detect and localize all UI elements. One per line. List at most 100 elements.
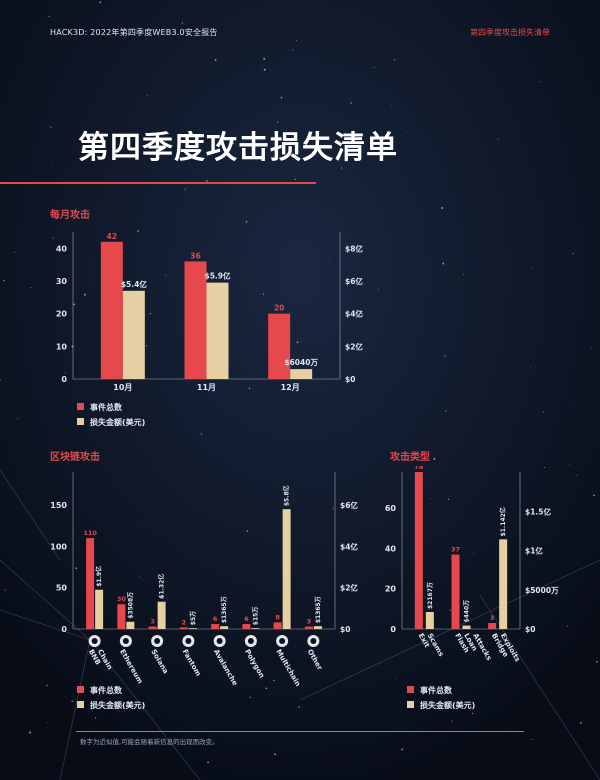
star <box>83 293 86 296</box>
star <box>441 207 444 209</box>
loss-bar <box>462 625 471 629</box>
count-data-label: 6 <box>213 615 218 623</box>
star <box>46 684 48 687</box>
star <box>295 40 297 42</box>
count-data-label: 37 <box>451 546 460 554</box>
star <box>51 163 53 165</box>
star <box>71 700 73 702</box>
star <box>377 288 379 290</box>
star <box>73 303 76 306</box>
count-data-label: 3 <box>150 618 155 626</box>
star <box>293 437 295 438</box>
star <box>249 696 251 699</box>
star <box>137 230 140 232</box>
loss-data-label: $1.32亿 <box>158 574 166 599</box>
star <box>350 102 352 104</box>
star <box>263 57 266 60</box>
solana-icon <box>151 635 164 647</box>
star <box>543 411 545 413</box>
avalanche-icon <box>213 635 226 647</box>
loss-data-label: $1365万 <box>315 596 322 623</box>
count-bar <box>86 538 95 629</box>
count-data-label: 3 <box>307 618 312 626</box>
star <box>145 39 147 41</box>
star <box>141 579 143 580</box>
legend-label-count: 事件总数 <box>90 685 123 695</box>
star <box>140 523 142 525</box>
star <box>433 457 436 460</box>
page-title: 第四季度攻击损失清单 <box>78 130 398 166</box>
left-tick-label: 20 <box>56 310 68 319</box>
count-data-label: 30 <box>117 595 127 603</box>
count-data-label: 6 <box>244 615 249 623</box>
count-data-label: 8 <box>275 613 280 621</box>
star <box>391 105 393 107</box>
attack-types-chart: 0204060$0$5000万$1亿$1.5亿78$2167万ExitScams… <box>385 466 559 710</box>
star <box>248 387 251 389</box>
section-header-title: 第四季度攻击损失清单 <box>470 28 550 37</box>
star <box>30 287 32 289</box>
star <box>214 59 217 62</box>
star <box>471 712 474 715</box>
right-tick-label: $4亿 <box>340 541 358 551</box>
count-data-label: 42 <box>107 232 117 241</box>
star <box>593 513 595 515</box>
right-tick-label: $0 <box>340 625 350 634</box>
category-label: Fantom <box>181 648 203 678</box>
loss-data-label: $15万 <box>252 607 259 626</box>
loss-bar <box>157 601 166 629</box>
star <box>245 221 248 223</box>
left-tick-label: 40 <box>385 544 397 553</box>
loss-data-label: $5.8亿 <box>283 485 291 506</box>
star <box>531 738 533 740</box>
star <box>294 178 296 180</box>
attack-types-title: 攻击类型 <box>390 452 430 463</box>
loss-data-label: $1365万 <box>221 596 228 623</box>
star <box>47 722 49 723</box>
ethereum-icon <box>119 635 132 647</box>
legend-label-count: 事件总数 <box>420 685 453 695</box>
star <box>402 218 404 220</box>
legend-label-count: 事件总数 <box>90 402 123 412</box>
loss-data-label: $5.9亿 <box>204 271 231 281</box>
star <box>442 262 445 265</box>
icon-mark <box>122 638 129 644</box>
right-tick-label: $2亿 <box>340 583 358 593</box>
star <box>49 52 51 54</box>
star <box>146 94 148 96</box>
star <box>401 748 404 751</box>
loss-data-label: $440万 <box>464 600 471 623</box>
loss-data-label: $5.4亿 <box>121 279 148 289</box>
star <box>263 68 266 71</box>
star <box>596 660 598 663</box>
loss-bar <box>499 539 508 629</box>
fantom-icon <box>182 635 195 647</box>
legend-swatch-loss <box>77 701 84 708</box>
star <box>206 180 208 182</box>
star <box>591 347 592 348</box>
star <box>274 753 277 756</box>
loss-bar <box>251 628 260 629</box>
count-data-label: 36 <box>190 251 200 260</box>
star <box>327 257 329 259</box>
right-tick-label: $5000万 <box>525 586 559 595</box>
loss-data-label: $5万 <box>190 611 197 625</box>
monthly-attacks-title: 每月攻击 <box>50 210 90 221</box>
star <box>497 138 499 140</box>
multichain-icon <box>276 635 289 647</box>
count-data-label: 110 <box>83 529 97 537</box>
star <box>365 299 367 300</box>
count-bar <box>451 554 460 629</box>
star <box>161 597 164 599</box>
star <box>200 433 203 435</box>
count-data-label: 2 <box>182 618 187 626</box>
star <box>48 15 50 18</box>
star <box>444 355 446 357</box>
legend-label-loss: 损失金额(美元) <box>90 417 145 427</box>
star <box>99 1 102 4</box>
star <box>447 498 450 501</box>
count-data-label: 20 <box>274 304 284 313</box>
left-tick-label: 100 <box>50 542 67 551</box>
star <box>296 341 299 344</box>
